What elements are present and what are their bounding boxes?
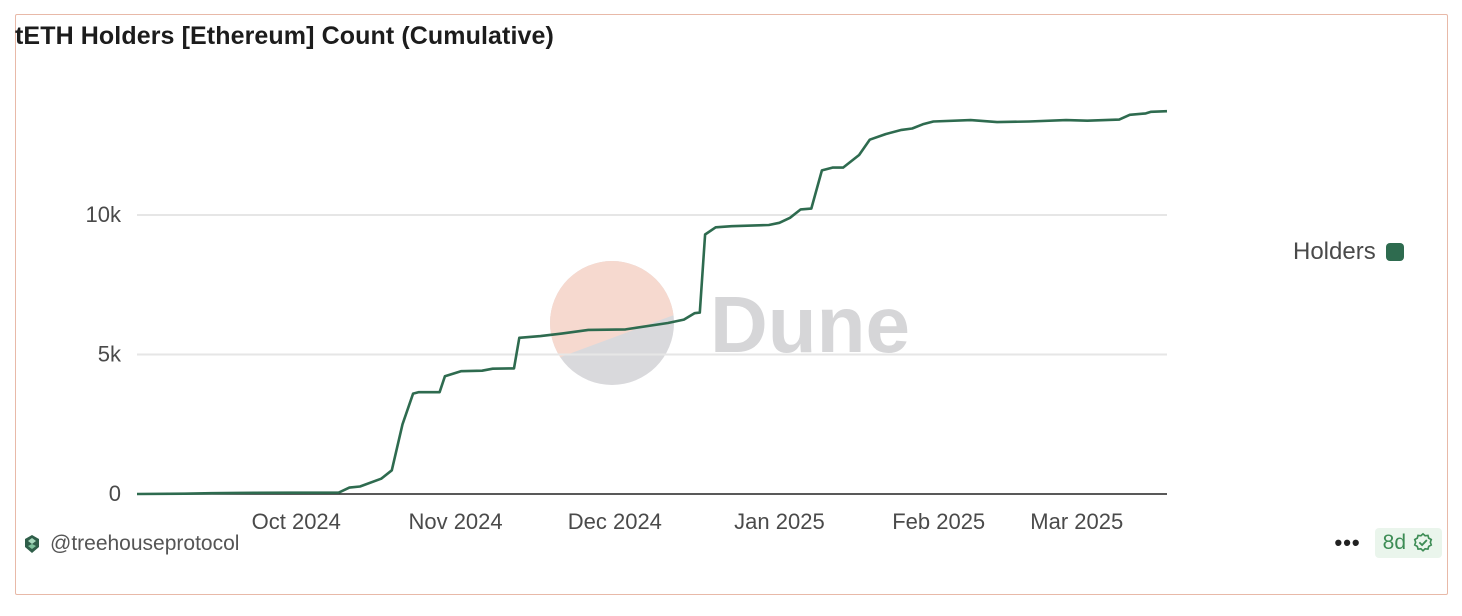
y-tick-label: 10k: [86, 202, 122, 227]
grid-lines: [137, 214, 1167, 356]
chart-card: [15, 14, 1448, 595]
y-tick-label: 5k: [98, 342, 122, 367]
verified-check-icon: [1413, 532, 1433, 552]
chart-title: tETH Holders [Ethereum] Count (Cumulativ…: [15, 22, 554, 50]
x-tick-label: Mar 2025: [1030, 509, 1123, 534]
series-line-holders[interactable]: [136, 109, 1168, 496]
treehouse-logo-icon: [25, 535, 39, 553]
author-name: @treehouseprotocol: [50, 532, 240, 555]
x-tick-label: Jan 2025: [734, 509, 825, 534]
age-badge[interactable]: 8d: [1374, 528, 1442, 558]
y-axis-ticks: 0 5k 10k: [86, 202, 122, 506]
dune-watermark: Dune: [550, 261, 910, 385]
more-options-button[interactable]: •••: [1334, 530, 1361, 555]
footer-actions: ••• 8d: [1335, 528, 1442, 558]
legend-swatch-holders: [1385, 243, 1404, 261]
age-badge-label: 8d: [1382, 531, 1406, 554]
x-tick-label: Feb 2025: [892, 509, 985, 534]
legend-label-holders: Holders: [1293, 238, 1376, 265]
watermark-text: Dune: [710, 280, 910, 369]
x-tick-label: Nov 2024: [408, 509, 502, 534]
x-tick-label: Oct 2024: [252, 509, 341, 534]
y-tick-label: 0: [109, 481, 121, 506]
watermark-circle-top: [550, 261, 674, 361]
legend[interactable]: Holders: [1293, 238, 1404, 266]
x-tick-label: Dec 2024: [568, 509, 662, 534]
x-axis-ticks: Oct 2024 Nov 2024 Dec 2024 Jan 2025 Feb 2025…: [252, 509, 1124, 534]
author-link[interactable]: @treehouseprotocol: [24, 532, 239, 556]
